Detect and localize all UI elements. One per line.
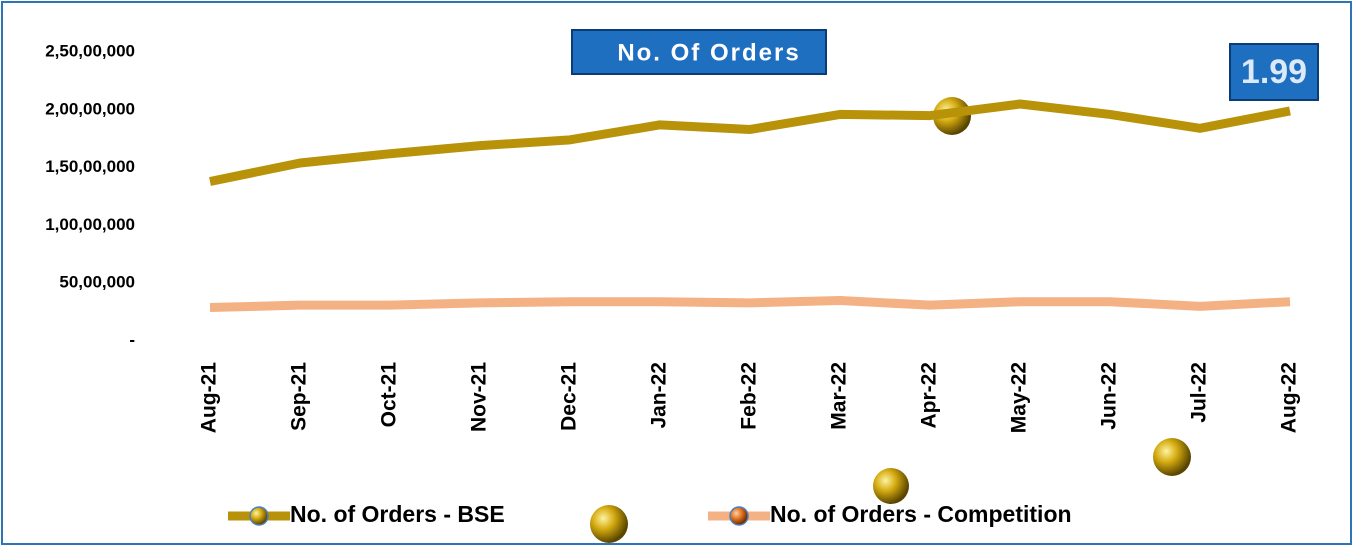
x-tick-label: Dec-21	[558, 362, 581, 431]
y-tick-label: -	[129, 330, 135, 349]
x-tick-label: Aug-22	[1278, 362, 1301, 433]
legend-marker	[249, 506, 269, 526]
x-tick-label: Apr-22	[918, 362, 941, 429]
y-tick-label: 2,50,00,000	[45, 41, 135, 60]
y-tick-label: 50,00,000	[59, 273, 135, 292]
x-tick-label: Jul-22	[1188, 362, 1211, 423]
badge: 1.99	[1241, 53, 1307, 91]
x-tick-label: Sep-21	[288, 362, 311, 431]
x-tick-label: Jun-22	[1098, 362, 1121, 430]
x-tick-label: Nov-21	[468, 362, 491, 432]
series-line	[209, 296, 1291, 312]
x-tick-label: Feb-22	[738, 362, 761, 430]
badge-box	[1229, 43, 1319, 101]
y-tick-label: 1,50,00,000	[45, 157, 135, 176]
decor-ball	[873, 468, 909, 504]
decorations	[590, 97, 1191, 543]
legend-label: No. of Orders - BSE	[290, 501, 505, 527]
x-tick-label: Oct-21	[378, 362, 401, 428]
series-line	[209, 99, 1291, 186]
decor-ball	[1153, 438, 1191, 476]
legend-label: No. of Orders - Competition	[770, 501, 1072, 527]
x-tick-label: May-22	[1008, 362, 1031, 433]
x-tick-label: Mar-22	[828, 362, 851, 430]
y-tick-label: 2,00,00,000	[45, 99, 135, 118]
legend-marker	[729, 506, 749, 526]
x-tick-label: Jan-22	[648, 362, 671, 429]
y-tick-label: 1,00,00,000	[45, 215, 135, 234]
title-box	[571, 29, 827, 75]
x-tick-label: Aug-21	[198, 362, 221, 433]
decor-ball	[590, 505, 628, 543]
chart-title: No. Of Orders	[617, 39, 800, 66]
